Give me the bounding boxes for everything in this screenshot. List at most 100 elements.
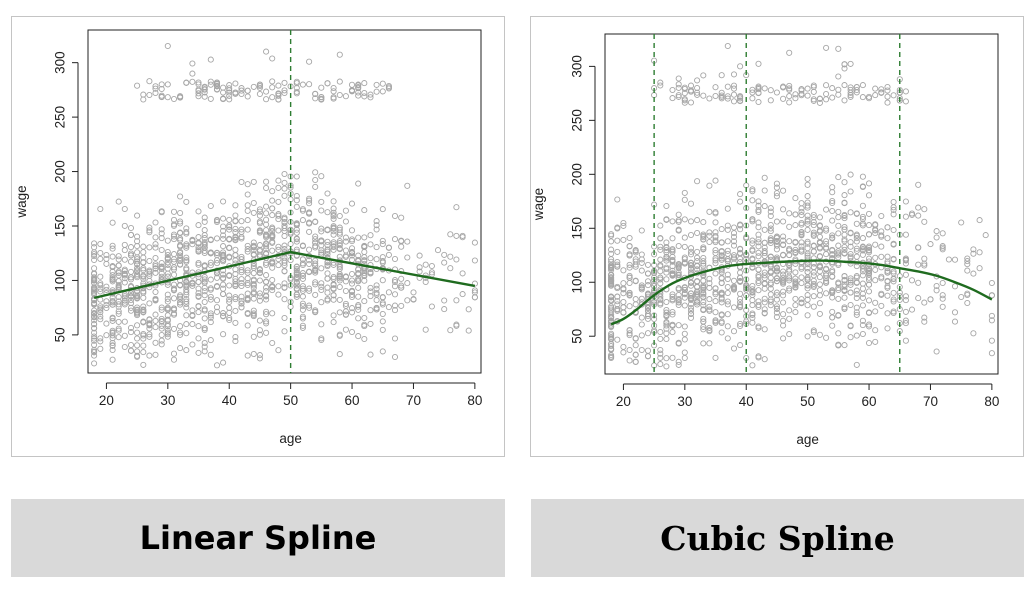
x-tick-label: 70 <box>406 393 421 408</box>
data-point <box>152 219 159 226</box>
data-point <box>890 240 897 247</box>
data-point <box>767 208 774 215</box>
data-point <box>306 197 313 204</box>
data-point <box>238 218 245 225</box>
data-point <box>681 302 688 309</box>
data-point <box>829 314 836 321</box>
data-point <box>847 289 854 296</box>
data-point <box>780 237 787 244</box>
data-point <box>859 215 866 223</box>
data-point <box>318 247 325 254</box>
data-point <box>91 244 98 251</box>
data-point <box>177 345 184 352</box>
x-tick-label: 40 <box>739 394 754 409</box>
data-point <box>250 277 257 284</box>
data-point <box>865 192 873 199</box>
data-point <box>737 97 744 104</box>
data-point <box>250 311 257 318</box>
data-point <box>244 352 251 359</box>
data-point <box>675 340 682 347</box>
data-point <box>299 303 306 310</box>
data-point <box>626 261 633 268</box>
data-point <box>865 210 873 217</box>
data-point <box>391 283 399 290</box>
data-point <box>761 306 768 313</box>
data-point <box>792 302 799 309</box>
data-point <box>146 244 153 251</box>
data-point <box>103 283 110 290</box>
data-point <box>140 289 147 296</box>
data-point <box>700 219 707 226</box>
y-tick-label: 100 <box>570 271 585 294</box>
data-point <box>164 281 171 288</box>
data-point <box>312 242 319 250</box>
data-point <box>330 273 337 281</box>
data-point <box>385 304 392 311</box>
data-point <box>773 303 780 310</box>
data-point <box>798 280 805 287</box>
data-point <box>97 280 104 287</box>
data-point <box>847 277 854 284</box>
data-point <box>712 289 719 296</box>
data-point <box>730 304 738 311</box>
data-point <box>841 277 848 284</box>
data-point <box>798 232 805 239</box>
data-point <box>730 252 738 259</box>
data-point <box>238 297 245 305</box>
data-point <box>859 265 866 272</box>
data-point <box>127 329 135 336</box>
data-point <box>201 242 208 249</box>
data-point <box>306 200 313 207</box>
data-point <box>767 235 774 242</box>
data-point <box>164 327 171 334</box>
data-point <box>675 211 682 218</box>
data-point <box>91 253 98 260</box>
data-point <box>632 342 639 349</box>
data-point <box>109 346 116 354</box>
data-point <box>644 261 652 268</box>
data-point <box>865 281 873 288</box>
data-point <box>195 86 202 93</box>
data-point <box>681 349 688 356</box>
data-point <box>687 314 695 321</box>
data-point <box>970 330 977 337</box>
data-point <box>238 226 245 233</box>
cubic-spline-chart-panel: 20 30 40 50 60 70 80 50 100 150 200 250 300 age wage <box>530 16 1024 457</box>
data-point <box>687 82 695 89</box>
data-point <box>441 259 448 266</box>
data-point <box>220 223 227 230</box>
data-point <box>348 249 356 256</box>
data-point <box>127 231 135 239</box>
data-point <box>238 85 245 92</box>
data-point <box>712 237 719 244</box>
data-point <box>865 246 873 253</box>
data-point <box>330 205 337 212</box>
data-point <box>256 277 263 284</box>
data-point <box>798 92 805 99</box>
data-point <box>226 272 233 279</box>
data-point <box>293 235 300 242</box>
data-point <box>835 208 842 215</box>
data-point <box>201 279 208 286</box>
data-point <box>201 235 208 242</box>
data-point <box>829 199 836 207</box>
x-axis: 20 30 40 50 60 70 80 <box>99 382 482 408</box>
data-point <box>447 327 454 334</box>
data-point <box>121 275 128 282</box>
data-point <box>816 310 823 317</box>
data-point <box>614 301 621 308</box>
data-point <box>250 307 257 314</box>
data-point <box>244 269 251 276</box>
data-point <box>755 60 762 67</box>
data-point <box>281 79 288 86</box>
data-point <box>183 289 190 296</box>
data-point <box>804 193 811 200</box>
data-point <box>755 353 762 360</box>
data-point <box>718 274 725 281</box>
data-point <box>318 237 325 244</box>
data-point <box>256 266 263 273</box>
data-point <box>761 174 768 181</box>
data-point <box>663 355 670 362</box>
cubic-spline-caption: Cubic Spline <box>531 499 1024 577</box>
